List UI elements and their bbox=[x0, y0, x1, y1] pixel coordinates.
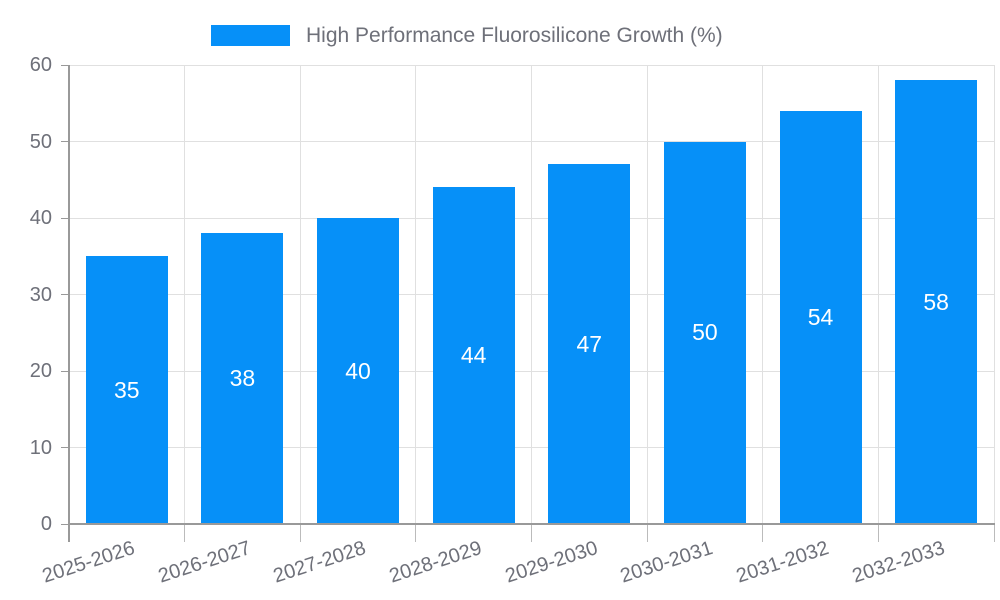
bar[interactable]: 40 bbox=[317, 218, 400, 524]
bar[interactable]: 44 bbox=[432, 187, 515, 524]
legend-swatch bbox=[211, 25, 290, 46]
x-axis-label: 2032-2033 bbox=[849, 537, 947, 588]
x-axis-tick bbox=[877, 524, 879, 542]
x-axis-tick bbox=[299, 524, 301, 542]
x-axis-line bbox=[68, 523, 995, 525]
y-axis-tick bbox=[61, 370, 69, 372]
grid-line-vertical bbox=[184, 65, 186, 524]
bar-value-label: 47 bbox=[576, 330, 603, 357]
x-axis-tick bbox=[415, 524, 417, 542]
bar[interactable]: 38 bbox=[201, 233, 284, 524]
bar-value-label: 50 bbox=[692, 319, 718, 346]
bar-value-label: 35 bbox=[114, 376, 140, 403]
y-axis-tick bbox=[61, 294, 69, 295]
x-axis-label: 2026-2027 bbox=[155, 537, 254, 588]
y-axis-tick-label: 30 bbox=[29, 283, 52, 306]
y-axis-tick bbox=[61, 217, 69, 219]
grid-line-vertical bbox=[299, 65, 301, 524]
x-axis-tick bbox=[184, 524, 186, 542]
x-axis-label: 2027-2028 bbox=[271, 537, 369, 588]
grid-line-vertical bbox=[993, 65, 995, 524]
legend-item[interactable]: High Performance Fluorosilicone Growth (… bbox=[211, 25, 723, 46]
bar-value-label: 44 bbox=[460, 342, 487, 369]
grid-line-vertical bbox=[531, 65, 532, 524]
x-axis-tick bbox=[762, 524, 764, 542]
y-axis-tick-label: 50 bbox=[29, 130, 52, 153]
x-axis-label: 2025-2026 bbox=[39, 537, 138, 588]
grid-line-vertical bbox=[877, 65, 879, 524]
bar[interactable]: 58 bbox=[895, 80, 978, 524]
y-axis-tick bbox=[61, 141, 69, 142]
x-axis-tick bbox=[646, 524, 648, 542]
y-axis-tick-label: 60 bbox=[29, 54, 52, 76]
bar[interactable]: 50 bbox=[663, 141, 746, 524]
bar-value-label: 38 bbox=[229, 365, 256, 392]
x-axis-tick bbox=[531, 524, 532, 542]
y-axis-tick bbox=[61, 64, 69, 66]
y-axis-tick bbox=[61, 447, 69, 448]
y-axis-tick-label: 0 bbox=[40, 513, 52, 535]
bar-value-label: 54 bbox=[807, 303, 834, 330]
y-axis-tick-label: 40 bbox=[29, 207, 52, 229]
x-axis-label: 2028-2029 bbox=[386, 537, 485, 588]
bar[interactable]: 47 bbox=[548, 164, 631, 524]
y-axis-line bbox=[68, 65, 70, 542]
y-axis-tick-label: 20 bbox=[29, 360, 52, 382]
grid-line-vertical bbox=[762, 65, 764, 524]
bar-value-label: 40 bbox=[345, 357, 371, 384]
bar-value-label: 58 bbox=[923, 288, 949, 315]
legend-label: High Performance Fluorosilicone Growth (… bbox=[306, 24, 723, 47]
x-axis-label: 2031-2032 bbox=[733, 537, 832, 588]
grid-line-vertical bbox=[415, 65, 417, 524]
y-axis-tick-label: 10 bbox=[29, 436, 52, 459]
grid-line-vertical bbox=[646, 65, 648, 524]
x-axis-label: 2030-2031 bbox=[617, 537, 716, 588]
bar[interactable]: 35 bbox=[85, 256, 168, 524]
y-axis-tick bbox=[61, 523, 69, 525]
x-axis-tick bbox=[993, 524, 995, 542]
bar[interactable]: 54 bbox=[779, 110, 862, 524]
x-axis-label: 2029-2030 bbox=[502, 537, 601, 588]
